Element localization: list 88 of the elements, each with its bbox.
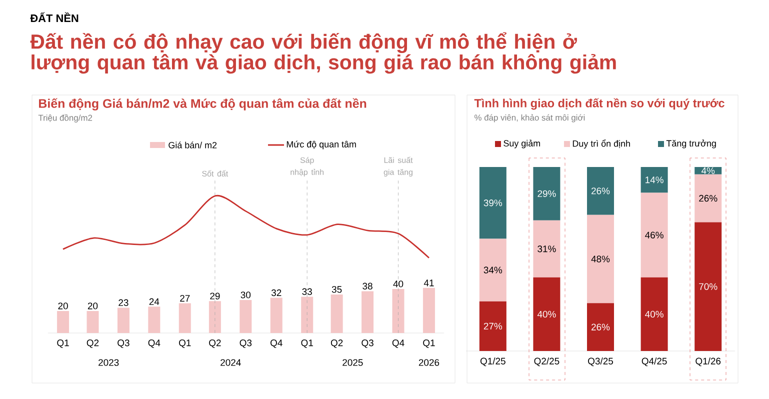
x-tick-label: Q2	[209, 340, 221, 348]
bar	[86, 310, 99, 333]
data-label: 14%	[646, 176, 664, 184]
x-tick-label: Q4	[392, 340, 404, 348]
x-tick-label: Q1	[423, 340, 435, 348]
bar	[330, 294, 343, 333]
data-label: 27%	[484, 322, 502, 330]
text: 2024	[220, 359, 241, 366]
x-tick-label: Q4/25	[642, 358, 667, 366]
x-tick-label: Q2	[330, 340, 343, 348]
legend-label: Mức độ quan tâm	[286, 140, 356, 150]
x-tick-label: Q2	[86, 340, 99, 348]
data-label: 34%	[484, 266, 502, 274]
x-tick-label: Q1	[57, 340, 69, 348]
bar	[694, 222, 722, 351]
bar	[640, 192, 668, 278]
data-label: 29	[210, 292, 220, 300]
data-label: 30	[240, 292, 251, 298]
x-tick-label: Q3	[118, 340, 130, 348]
bar	[587, 166, 614, 215]
bar	[301, 296, 314, 333]
chart-title: Tình hình giao dịch đất nền so với quý trước	[474, 98, 724, 110]
bar	[178, 303, 191, 333]
data-label: 26%	[592, 188, 610, 194]
x-tick-label: Q1	[301, 340, 313, 348]
text: 2023	[98, 359, 119, 366]
data-label: 27	[180, 294, 190, 302]
data-label: 40	[393, 280, 404, 288]
x-tick-label: Q3	[362, 340, 374, 348]
data-label: 32	[271, 289, 282, 296]
bar	[587, 214, 614, 304]
data-label: 31%	[538, 246, 556, 252]
bar	[57, 310, 70, 333]
data-label: 33	[302, 288, 312, 295]
x-tick-label: Q3/25	[588, 358, 614, 366]
x-tick-label: Q1/25	[480, 358, 506, 366]
x-tick-label: Q4	[148, 340, 160, 348]
bar	[422, 288, 435, 333]
data-label: 4%	[701, 167, 715, 174]
data-label: 26%	[699, 194, 718, 202]
data-label: 38	[362, 282, 372, 290]
data-label: 20	[88, 302, 98, 310]
data-label: 70%	[699, 283, 718, 290]
data-label: 24	[149, 298, 160, 305]
legend-label: Tăng trưởng	[666, 140, 716, 148]
text: ĐẤT NỀN	[30, 12, 78, 22]
bar	[640, 166, 668, 193]
bar	[640, 277, 668, 351]
bar	[533, 220, 560, 278]
bar	[117, 308, 130, 333]
data-label: 41	[424, 280, 434, 286]
data-label: 35	[332, 286, 342, 293]
x-tick-label: Q2/25	[534, 358, 560, 366]
x-tick-label: Q1	[179, 340, 191, 348]
bar	[270, 298, 282, 333]
bar	[479, 301, 506, 351]
x-tick-label: Q1/26	[696, 358, 721, 366]
data-label: 20	[58, 302, 68, 310]
x-tick-label: Q3	[240, 340, 252, 348]
bar	[148, 306, 160, 333]
legend-label: Giá bán/ m2	[168, 142, 217, 148]
data-label: 39%	[484, 200, 502, 206]
data-label: 23	[118, 299, 128, 306]
chart-subtitle: % đáp viên, khảo sát môi giới	[474, 114, 585, 122]
bar	[392, 288, 404, 333]
text: 2025	[342, 359, 363, 366]
data-label: 48%	[591, 256, 610, 262]
bar	[479, 166, 506, 239]
bar	[694, 174, 722, 222]
legend-label: Suy giảm	[504, 140, 540, 148]
bar	[479, 238, 506, 302]
bar	[587, 303, 614, 351]
legend-label: Duy trì ổn định	[572, 139, 630, 149]
data-label: 46%	[645, 232, 664, 238]
bar	[362, 291, 374, 333]
text: Biến động Giá bán/m2 và Mức độ quan tâm của đất nền	[39, 98, 366, 110]
text: Triệu đồng/m2	[38, 114, 92, 122]
bar	[533, 277, 560, 351]
text: Đất nền có độ nhạy cao với biến động vĩ mô thể hiện ở lượng quan tâm và giao dịch, song giá rao bán không giảm	[30, 32, 616, 74]
data-label: 40%	[645, 310, 664, 318]
bar	[208, 301, 221, 333]
text: 2026	[418, 359, 440, 366]
data-label: 29%	[538, 190, 556, 198]
data-label: 26%	[592, 324, 610, 330]
x-tick-label: Q4	[270, 340, 282, 348]
data-label: 40%	[537, 310, 556, 318]
bar	[533, 166, 560, 220]
bar	[240, 300, 252, 333]
